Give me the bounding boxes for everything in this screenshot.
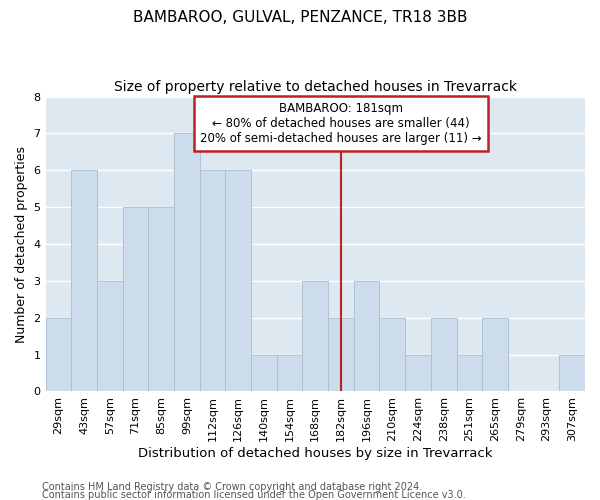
Bar	[405, 354, 431, 392]
Text: Contains public sector information licensed under the Open Government Licence v3: Contains public sector information licen…	[42, 490, 466, 500]
Bar	[200, 170, 226, 392]
Bar	[277, 354, 302, 392]
Text: BAMBAROO: 181sqm
← 80% of detached houses are smaller (44)
20% of semi-detached : BAMBAROO: 181sqm ← 80% of detached house…	[200, 102, 482, 145]
Bar	[97, 281, 122, 392]
Y-axis label: Number of detached properties: Number of detached properties	[15, 146, 28, 342]
Text: BAMBAROO, GULVAL, PENZANCE, TR18 3BB: BAMBAROO, GULVAL, PENZANCE, TR18 3BB	[133, 10, 467, 25]
Bar	[559, 354, 585, 392]
Bar	[226, 170, 251, 392]
Bar	[174, 134, 200, 392]
Bar	[71, 170, 97, 392]
Bar	[457, 354, 482, 392]
Bar	[302, 281, 328, 392]
Bar	[251, 354, 277, 392]
Title: Size of property relative to detached houses in Trevarrack: Size of property relative to detached ho…	[114, 80, 517, 94]
Text: Contains HM Land Registry data © Crown copyright and database right 2024.: Contains HM Land Registry data © Crown c…	[42, 482, 422, 492]
Bar	[328, 318, 354, 392]
Bar	[431, 318, 457, 392]
Bar	[46, 318, 71, 392]
X-axis label: Distribution of detached houses by size in Trevarrack: Distribution of detached houses by size …	[138, 447, 493, 460]
Bar	[122, 207, 148, 392]
Bar	[379, 318, 405, 392]
Bar	[354, 281, 379, 392]
Bar	[148, 207, 174, 392]
Bar	[482, 318, 508, 392]
